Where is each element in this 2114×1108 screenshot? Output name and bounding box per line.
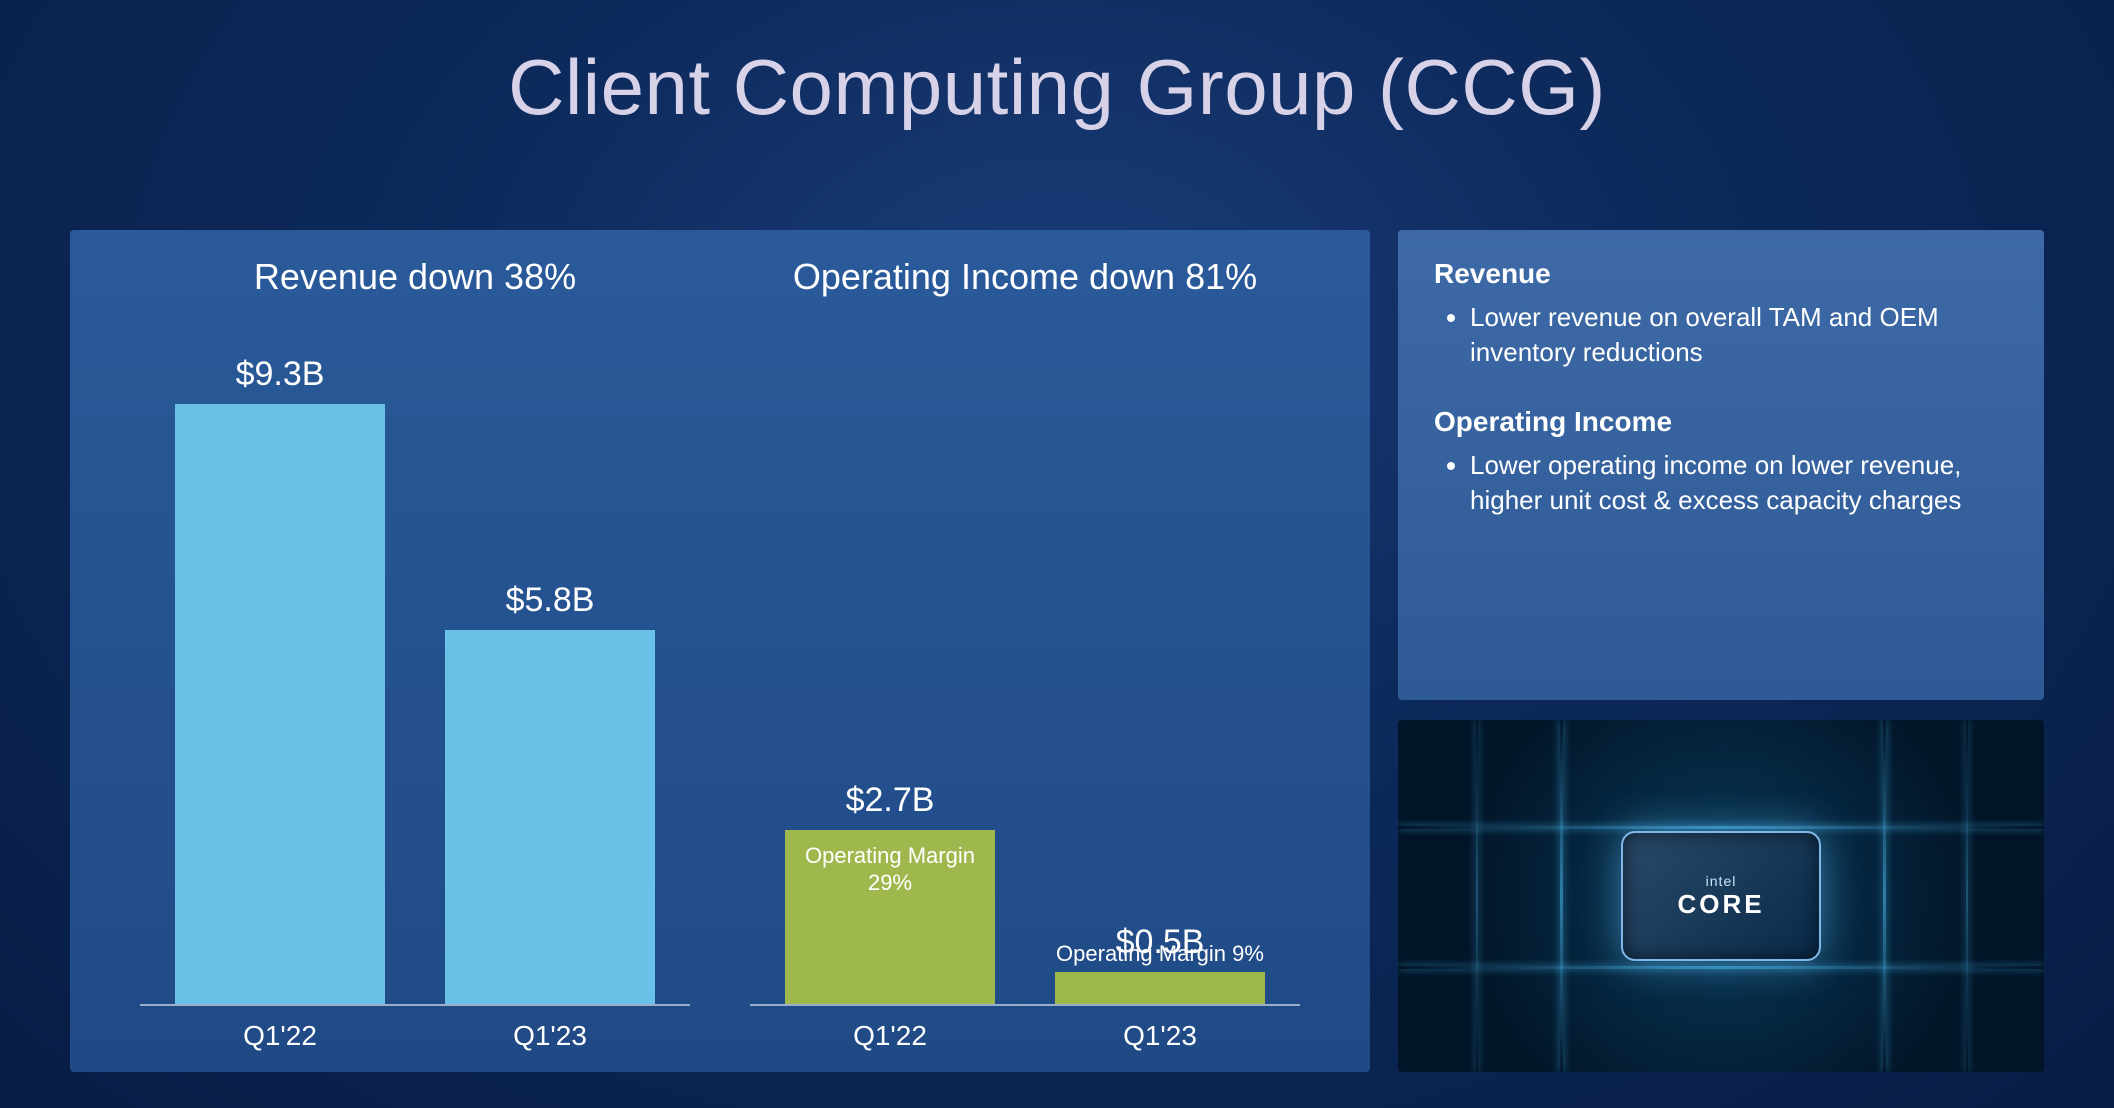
charts-row: $9.3B $5.8B Q1'22 Q1'23 $2.7B	[110, 298, 1330, 1052]
opinc-bars-area: $2.7B Operating Margin 29% $0.5B Operati…	[750, 298, 1300, 1006]
chip-image: intel CORE	[1398, 720, 2044, 1072]
notes-bullet-0-0: Lower revenue on overall TAM and OEM inv…	[1470, 300, 2008, 370]
opinc-bar-inner-label-0: Operating Margin 29%	[785, 842, 995, 897]
slide-title: Client Computing Group (CCG)	[0, 0, 2114, 133]
right-column: Revenue Lower revenue on overall TAM and…	[1398, 230, 2044, 1072]
revenue-bar-col-0: $9.3B	[175, 355, 385, 1004]
revenue-bar-col-1: $5.8B	[445, 581, 655, 1004]
notes-heading-0: Revenue	[1434, 258, 2008, 290]
revenue-axis-labels: Q1'22 Q1'23	[140, 1006, 690, 1052]
notes-list-0: Lower revenue on overall TAM and OEM inv…	[1434, 300, 2008, 370]
chip-brand: intel	[1706, 873, 1737, 889]
opinc-axis-labels: Q1'22 Q1'23	[750, 1006, 1300, 1052]
notes-panel: Revenue Lower revenue on overall TAM and…	[1398, 230, 2044, 700]
notes-bullet-1-0: Lower operating income on lower revenue,…	[1470, 448, 2008, 518]
revenue-bar-0	[175, 404, 385, 1004]
opinc-bar-1: Operating Margin 9%	[1055, 972, 1265, 1004]
opinc-bar-inner-label-1: Operating Margin 9%	[1055, 940, 1265, 968]
opinc-bar-value-0: $2.7B	[846, 781, 935, 820]
content-area: Revenue down 38% Operating Income down 8…	[70, 230, 2044, 1072]
opinc-bar-col-0: $2.7B Operating Margin 29%	[785, 781, 995, 1004]
charts-panel: Revenue down 38% Operating Income down 8…	[70, 230, 1370, 1072]
revenue-bar-1	[445, 630, 655, 1004]
notes-heading-1: Operating Income	[1434, 406, 2008, 438]
revenue-bars-area: $9.3B $5.8B	[140, 298, 690, 1006]
chip-model: CORE	[1677, 889, 1764, 920]
opinc-chart: $2.7B Operating Margin 29% $0.5B Operati…	[720, 298, 1330, 1052]
revenue-bar-value-0: $9.3B	[236, 355, 325, 394]
chip-rect: intel CORE	[1621, 831, 1821, 961]
opinc-axis-label-0: Q1'22	[785, 1020, 995, 1052]
chart-titles-row: Revenue down 38% Operating Income down 8…	[110, 256, 1330, 298]
opinc-chart-title: Operating Income down 81%	[720, 256, 1330, 298]
revenue-chart-title: Revenue down 38%	[110, 256, 720, 298]
revenue-chart: $9.3B $5.8B Q1'22 Q1'23	[110, 298, 720, 1052]
revenue-bar-value-1: $5.8B	[506, 581, 595, 620]
revenue-axis-label-1: Q1'23	[445, 1020, 655, 1052]
opinc-bar-0: Operating Margin 29%	[785, 830, 995, 1004]
notes-list-1: Lower operating income on lower revenue,…	[1434, 448, 2008, 518]
revenue-axis-label-0: Q1'22	[175, 1020, 385, 1052]
opinc-axis-label-1: Q1'23	[1055, 1020, 1265, 1052]
opinc-bar-col-1: $0.5B Operating Margin 9%	[1055, 923, 1265, 1004]
